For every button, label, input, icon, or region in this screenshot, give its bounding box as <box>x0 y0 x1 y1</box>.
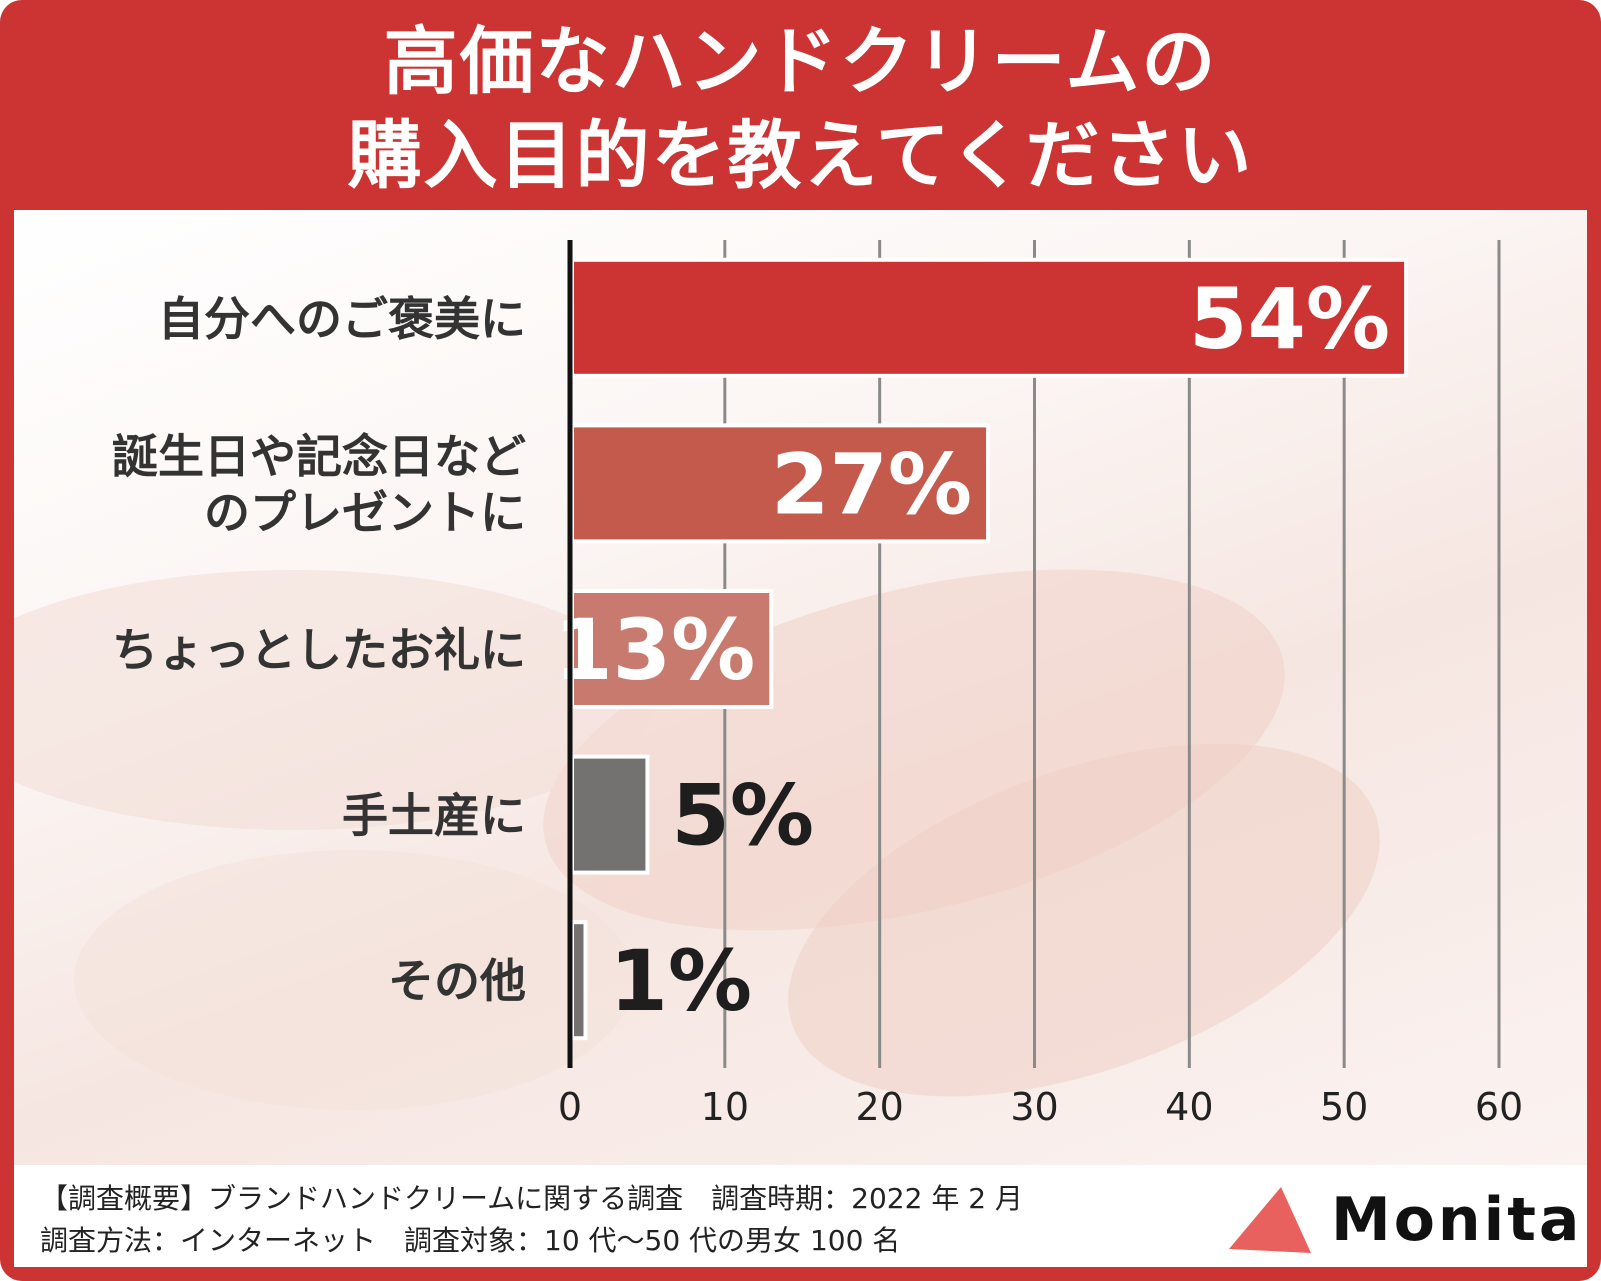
footer: 【調査概要】ブランドハンドクリームに関する調査 調査時期：2022 年 2 月 … <box>14 1165 1587 1267</box>
x-tick-label: 20 <box>855 1085 903 1129</box>
category-label: のプレゼントに <box>204 485 526 539</box>
survey-method-note: 調査方法：インターネット 調査対象：10 代〜50 代の男女 100 名 <box>40 1224 901 1257</box>
chart-title: 高価なハンドクリームの 購入目的を教えてください <box>0 14 1601 204</box>
background-hand-shape <box>74 850 634 1110</box>
x-tick-label: 60 <box>1475 1085 1523 1129</box>
title-line-2: 購入目的を教えてください <box>347 113 1254 199</box>
monita-logo: Monita <box>1219 1181 1579 1261</box>
x-tick-label: 10 <box>701 1085 749 1129</box>
title-line-1: 高価なハンドクリームの <box>383 19 1218 105</box>
bar <box>570 257 1409 378</box>
survey-summary-note: 【調査概要】ブランドハンドクリームに関する調査 調査時期：2022 年 2 月 <box>40 1182 1023 1215</box>
x-tick-label: 30 <box>1010 1085 1058 1129</box>
value-label: 54% <box>1189 270 1390 368</box>
background-hand-shape <box>14 570 654 830</box>
category-label: その他 <box>388 954 526 1008</box>
category-label: 誕生日や記念日など <box>112 429 526 483</box>
value-label: 1% <box>609 932 752 1030</box>
logo-text: Monita <box>1331 1185 1583 1255</box>
category-label: 手土産に <box>342 789 526 843</box>
chart-panel: 54% 自分へのご褒美に 27% 誕生日や記念日など のプレゼントに 13% ちょっとしたお… <box>14 210 1587 1165</box>
bar <box>570 589 774 709</box>
value-label: 27% <box>771 435 972 533</box>
value-label: 13% <box>554 601 755 699</box>
bar <box>570 423 991 544</box>
bar <box>570 920 588 1041</box>
x-tick-label: 0 <box>558 1085 582 1129</box>
value-label: 5% <box>671 767 814 865</box>
bar <box>570 754 650 875</box>
logo-triangle-icon <box>1229 1187 1311 1253</box>
x-tick-label: 40 <box>1165 1085 1213 1129</box>
category-label: ちょっとしたお礼に <box>112 623 526 677</box>
category-label: 自分へのご褒美に <box>158 292 526 346</box>
x-tick-label: 50 <box>1320 1085 1368 1129</box>
